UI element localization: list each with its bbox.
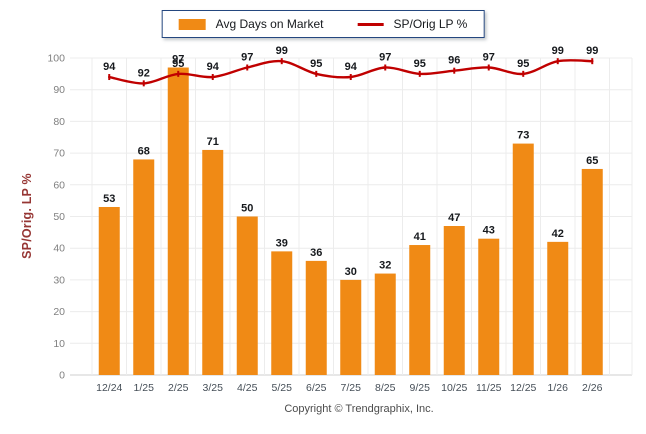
line-value-label: 99 [276,45,288,57]
bar [581,168,603,375]
bar [98,206,120,375]
line-value-label: 97 [241,52,253,64]
x-tick-label: 6/25 [306,382,327,394]
bar [236,216,258,375]
x-tick-label: 1/25 [134,382,155,394]
copyright-text: Copyright © Trendgraphix, Inc. [284,403,434,415]
line-value-label: 94 [207,61,220,73]
y-tick-label: 30 [53,274,65,286]
bar-value-label: 71 [207,136,219,148]
bar-value-label: 36 [310,247,322,259]
x-tick-label: 12/24 [96,382,122,394]
bar-value-label: 42 [552,228,564,240]
y-tick-label: 20 [53,306,65,318]
bar [443,226,465,375]
y-tick-label: 10 [53,338,65,350]
bar-value-label: 30 [345,266,357,278]
line-value-label: 97 [483,52,495,64]
bar [409,245,431,375]
line-value-label: 99 [586,45,598,57]
x-tick-label: 8/25 [375,382,396,394]
x-tick-label: 3/25 [203,382,224,394]
y-tick-label: 90 [53,84,65,96]
bar-value-label: 43 [483,225,495,237]
gridlines [70,57,633,376]
x-tick-label: 5/25 [272,382,293,394]
chart-legend: Avg Days on Market SP/Orig LP % [161,10,485,38]
y-tick-label: 80 [53,116,65,128]
bar-series-label: Avg Days on Market [215,17,324,31]
bar [478,238,500,375]
line-value-label: 95 [172,58,184,70]
x-tick-label: 2/25 [168,382,189,394]
x-tick-label: 12/25 [510,382,536,394]
bar [374,273,396,375]
data-labels: 53 68 97 71 50 39 36 30 32 41 47 43 73 42 65 94 92 95 94 97… [103,45,598,278]
axis-labels: 0 10 20 30 40 50 60 70 80 90 100 12/24 1/25 2/25 3/25 4… [47,53,602,395]
line-value-label: 95 [310,58,322,70]
line-value-label: 94 [103,61,116,73]
y-tick-label: 40 [53,243,65,255]
x-tick-label: 2/26 [582,382,603,394]
line-value-label: 97 [379,52,391,64]
bar [340,279,362,375]
line-value-label: 95 [414,58,426,70]
line-series-label: SP/Orig LP % [393,17,468,31]
x-tick-label: 1/26 [548,382,569,394]
bar-value-label: 32 [379,260,391,272]
x-tick-label: 10/25 [441,382,467,394]
x-tick-label: 4/25 [237,382,258,394]
x-tick-label: 9/25 [410,382,431,394]
line-series [108,58,594,87]
line-value-label: 99 [552,45,564,57]
bar-value-label: 50 [241,203,253,215]
x-tick-label: 11/25 [476,382,502,394]
y-tick-label: 0 [59,370,65,382]
y-axis-title: SP/Orig. LP % [20,173,34,259]
bar-series-swatch [178,18,206,30]
bar-series [98,67,603,375]
bar-value-label: 39 [276,237,288,249]
line-value-label: 92 [138,67,150,79]
bar [271,251,293,375]
y-tick-label: 100 [47,53,65,65]
line-value-label: 94 [345,61,358,73]
line-series-swatch [357,22,384,26]
bar-value-label: 97 [172,54,184,66]
bar-value-label: 41 [414,231,426,243]
line-value-label: 96 [448,55,460,67]
y-tick-label: 60 [53,179,65,191]
y-tick-label: 50 [53,211,65,223]
line-value-label: 95 [517,58,529,70]
x-tick-label: 7/25 [341,382,362,394]
bar [305,260,327,375]
bar-value-label: 53 [103,193,115,205]
y-tick-label: 70 [53,148,65,160]
bar [547,241,569,375]
bar-value-label: 47 [448,212,460,224]
bar [133,159,155,375]
bar [512,143,534,375]
bar-value-label: 65 [586,155,598,167]
bar [167,67,189,375]
bar-value-label: 73 [517,130,529,142]
bar [202,149,224,375]
bar-value-label: 68 [138,145,150,157]
